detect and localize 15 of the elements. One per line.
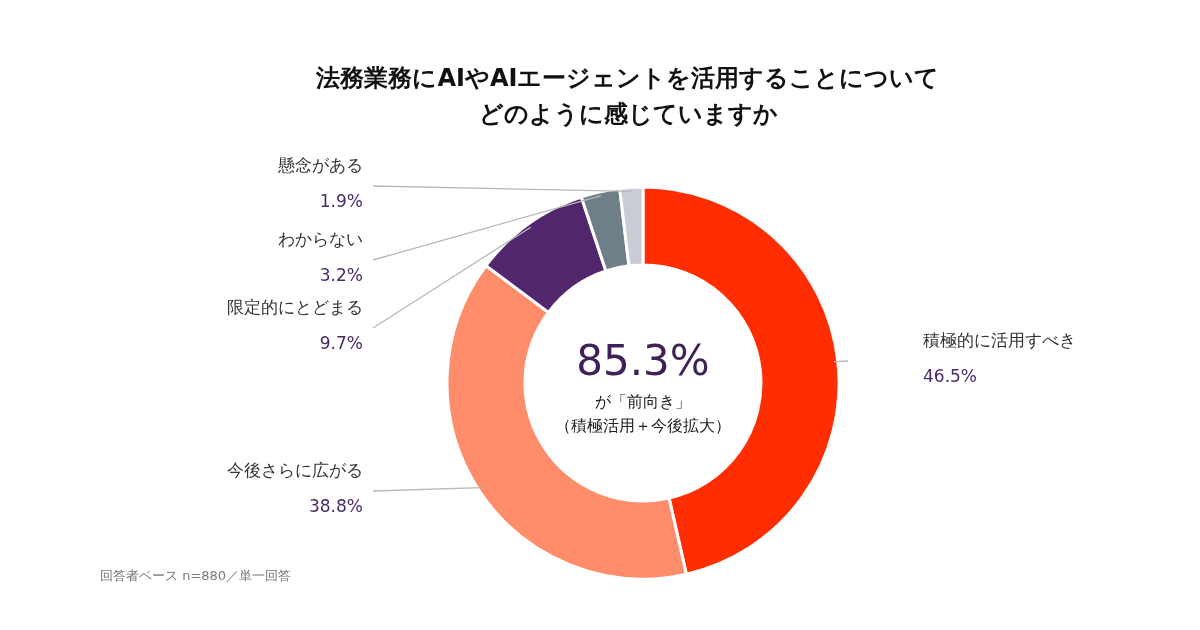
data-label: 3.2% bbox=[319, 265, 363, 285]
data-label: 9.7% bbox=[319, 333, 363, 353]
chart-title: 法務業務にAIやAIエージェントを活用することについてどのように感じていますか bbox=[315, 64, 940, 128]
slice-label: 限定的にとどまる bbox=[227, 297, 363, 317]
text: 回答者ベース n=880／単一回答 bbox=[100, 568, 292, 583]
slice-label: 今後さらに広がる bbox=[227, 460, 363, 480]
slice-label: わからない bbox=[278, 229, 363, 249]
data-label: 38.8% bbox=[308, 496, 363, 516]
text: （積極活用＋今後拡大） bbox=[555, 416, 731, 435]
data-label: 1.9% bbox=[319, 191, 363, 211]
slice-label: 積極的に活用すべき bbox=[923, 330, 1076, 350]
text: が「前向き」 bbox=[595, 392, 691, 411]
data-label: 46.5% bbox=[923, 366, 978, 386]
slice-label: 懸念がある bbox=[277, 155, 363, 175]
text: 85.3% bbox=[576, 336, 710, 385]
